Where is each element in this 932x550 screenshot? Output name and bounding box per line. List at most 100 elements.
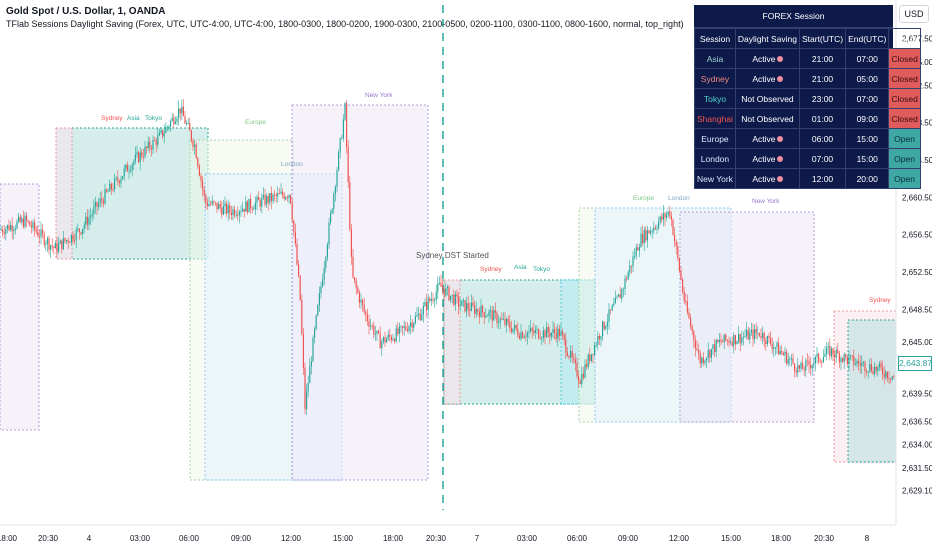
candle-body bbox=[45, 243, 47, 245]
indicator-legend[interactable]: TFlab Sessions Daylight Saving (Forex, U… bbox=[6, 19, 684, 29]
candle-body bbox=[86, 216, 88, 225]
x-tick-label: 06:00 bbox=[567, 534, 588, 543]
sydney-box bbox=[55, 127, 73, 260]
candle-body bbox=[883, 374, 885, 378]
candle-body bbox=[462, 300, 464, 301]
candle-body bbox=[195, 144, 197, 159]
candle-body bbox=[294, 231, 296, 244]
candle-body bbox=[552, 329, 554, 333]
chart-header: Gold Spot / U.S. Dollar, 1, OANDA TFlab … bbox=[6, 5, 684, 31]
candle-body bbox=[282, 191, 284, 196]
candle-body bbox=[46, 238, 48, 244]
candle-body bbox=[890, 378, 892, 380]
symbol-title[interactable]: Gold Spot / U.S. Dollar, 1, OANDA bbox=[6, 6, 166, 17]
candle-body bbox=[512, 328, 514, 333]
candle-body bbox=[117, 177, 119, 181]
candle-body bbox=[339, 138, 341, 152]
candle-body bbox=[352, 256, 354, 278]
candle-body bbox=[880, 363, 882, 368]
candle-body bbox=[190, 130, 192, 141]
candle-body bbox=[144, 146, 146, 157]
time-axis[interactable]: 18:00 20:30 4 03:00 06:00 09:00 12:00 15:00 18:0… bbox=[0, 524, 896, 543]
dst-cell: Not Observed bbox=[734, 88, 800, 109]
candle-body bbox=[832, 348, 834, 356]
candle-body bbox=[699, 352, 701, 364]
candle-body bbox=[549, 332, 551, 337]
candle-body bbox=[246, 201, 248, 213]
candle-body bbox=[125, 164, 127, 169]
candle-body bbox=[309, 366, 311, 384]
candle-body bbox=[445, 287, 447, 296]
candle-body bbox=[506, 319, 508, 325]
candle-body bbox=[475, 309, 477, 314]
candle-body bbox=[570, 351, 572, 358]
candle-body bbox=[437, 283, 439, 292]
session-label: Asia bbox=[514, 264, 527, 271]
candle-body bbox=[875, 366, 877, 371]
candle-body bbox=[176, 118, 178, 122]
candle-body bbox=[54, 243, 56, 248]
candle-body bbox=[494, 310, 496, 313]
candle-body bbox=[616, 296, 618, 298]
candle-body bbox=[574, 359, 576, 363]
candle-body bbox=[722, 341, 724, 343]
candle-body bbox=[290, 195, 292, 204]
candle-body bbox=[771, 343, 773, 349]
candle-body bbox=[75, 229, 77, 241]
end-time: 15:00 bbox=[845, 128, 890, 149]
table-row: Asia Active 21:00 07:00 Closed bbox=[694, 48, 921, 69]
candle-body bbox=[104, 189, 106, 204]
candle-body bbox=[582, 373, 584, 378]
candle-body bbox=[162, 130, 164, 137]
candle-body bbox=[859, 363, 861, 366]
candle-body bbox=[235, 214, 237, 216]
x-tick-label: 18:00 bbox=[383, 534, 404, 543]
candle-body bbox=[467, 303, 469, 310]
candle-body bbox=[661, 216, 663, 220]
candle-body bbox=[736, 341, 738, 345]
candle-body bbox=[317, 305, 319, 316]
y-tick-label: 2,634.000 bbox=[902, 441, 932, 450]
candle-body bbox=[37, 231, 39, 237]
candle-body bbox=[398, 326, 400, 335]
candle-body bbox=[682, 279, 684, 292]
candle-body bbox=[262, 194, 264, 199]
candle-body bbox=[482, 305, 484, 313]
candle-body bbox=[550, 332, 552, 337]
candle-body bbox=[24, 215, 26, 227]
candle-body bbox=[218, 204, 220, 210]
candle-body bbox=[757, 332, 759, 334]
candle-body bbox=[402, 326, 404, 328]
candle-body bbox=[602, 321, 604, 337]
session-label: Tokyo bbox=[145, 115, 162, 122]
candle-body bbox=[320, 286, 322, 294]
candlesticks bbox=[0, 99, 895, 416]
candle-body bbox=[848, 356, 850, 364]
candle-body bbox=[229, 205, 231, 213]
candle-body bbox=[744, 336, 746, 337]
candle-body bbox=[115, 177, 117, 179]
candle-body bbox=[691, 326, 693, 332]
candle-body bbox=[400, 326, 402, 328]
candle-body bbox=[784, 351, 786, 356]
candle-body bbox=[26, 215, 28, 221]
session-name: Asia bbox=[694, 48, 736, 69]
candle-body bbox=[782, 353, 784, 356]
candle-body bbox=[518, 335, 520, 339]
status-badge: Open bbox=[888, 148, 921, 169]
candle-body bbox=[870, 364, 872, 372]
candle-body bbox=[645, 229, 647, 241]
start-time: 06:00 bbox=[798, 128, 847, 149]
candle-body bbox=[792, 358, 794, 364]
candle-body bbox=[166, 126, 168, 128]
candle-body bbox=[357, 287, 359, 293]
currency-button[interactable]: USD bbox=[899, 5, 929, 23]
session-name: Shanghai bbox=[694, 108, 736, 129]
session-label: Sydney bbox=[869, 297, 891, 304]
candle-body bbox=[10, 225, 12, 231]
candle-body bbox=[523, 336, 525, 338]
session-name: London bbox=[694, 148, 736, 169]
candle-body bbox=[499, 318, 501, 323]
candle-body bbox=[93, 206, 95, 215]
